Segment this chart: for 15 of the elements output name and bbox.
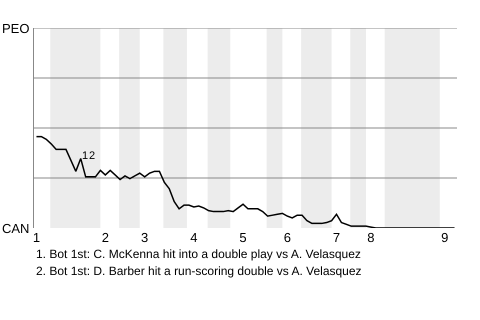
- x-tick-label: 9: [441, 230, 448, 245]
- x-tick-label: 2: [102, 230, 109, 245]
- x-tick-label: 1: [32, 230, 40, 245]
- x-tick-label: 7: [332, 230, 340, 245]
- x-tick-label: 8: [367, 230, 375, 245]
- x-tick-label: 3: [141, 230, 148, 245]
- text: 1. Bot 1st: C. McKenna hit into a double play vs A. Velasquez: [36, 247, 361, 261]
- annotation: 2: [89, 150, 96, 162]
- text: PEO: [2, 21, 30, 36]
- x-tick-label: 6: [284, 230, 291, 245]
- x-tick-label: 5: [239, 230, 247, 245]
- text: CAN: [2, 221, 30, 236]
- text: 2. Bot 1st: D. Barber hit a run-scoring double vs A. Velasquez: [36, 264, 362, 278]
- annotation: 1: [82, 150, 88, 162]
- x-tick-label: 4: [190, 230, 198, 245]
